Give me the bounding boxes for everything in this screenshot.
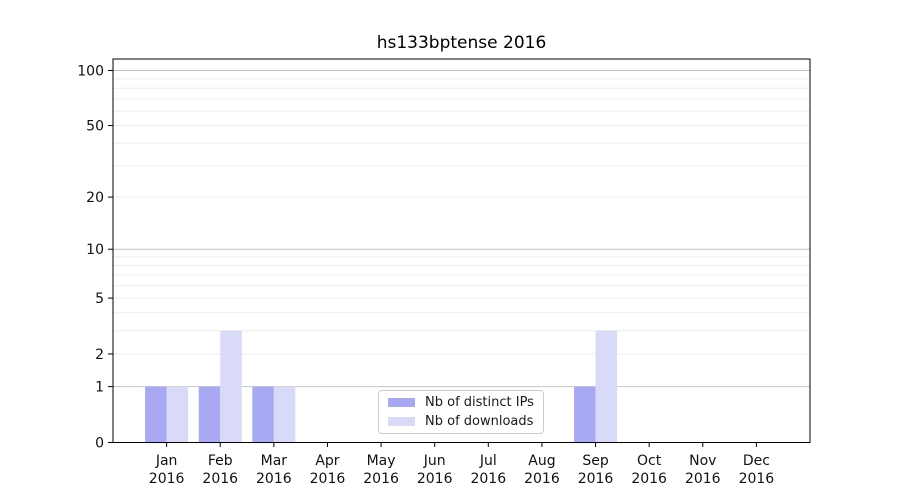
x-tick-label-month: Sep: [582, 453, 609, 469]
bar-distinct-ips-mar: [252, 386, 274, 443]
x-tick-label-year: 2016: [524, 471, 560, 487]
bar-distinct-ips-sep: [574, 386, 596, 443]
y-tick-label: 50: [86, 119, 104, 135]
x-tick-label-month: Dec: [743, 453, 770, 469]
x-tick-label-month: Apr: [315, 453, 339, 469]
x-tick-label-year: 2016: [417, 471, 453, 487]
bar-downloads-feb: [220, 330, 242, 443]
legend-swatch-distinct-ips-icon: [388, 398, 415, 407]
x-tick-label-year: 2016: [470, 471, 506, 487]
x-tick-label-year: 2016: [256, 471, 292, 487]
legend-entry-distinct-ips: Nb of distinct IPs: [388, 395, 534, 410]
y-tick-label: 2: [95, 347, 104, 363]
y-tick-label: 10: [86, 242, 104, 258]
x-tick-label-year: 2016: [202, 471, 238, 487]
x-tick-label-year: 2016: [310, 471, 346, 487]
legend-label-downloads: Nb of downloads: [425, 414, 534, 429]
bar-downloads-sep: [595, 330, 618, 443]
x-tick-label-year: 2016: [739, 471, 775, 487]
x-tick-label-year: 2016: [685, 471, 721, 487]
x-tick-label-month: Oct: [637, 453, 662, 469]
y-tick-label: 20: [86, 190, 104, 206]
bar-downloads-jan: [166, 386, 189, 443]
bar-distinct-ips-jan: [145, 386, 167, 443]
legend-swatch-downloads-icon: [388, 417, 415, 426]
x-tick-label-year: 2016: [578, 471, 614, 487]
x-tick-label-month: Jul: [479, 453, 497, 469]
x-tick-label-month: Jun: [423, 453, 446, 469]
bar-distinct-ips-feb: [198, 386, 221, 443]
bar-downloads-mar: [273, 386, 296, 443]
y-tick-label: 5: [95, 291, 104, 307]
x-tick-label-month: Aug: [528, 453, 555, 469]
x-tick-label-year: 2016: [149, 471, 185, 487]
x-tick-label-month: May: [367, 453, 396, 469]
x-tick-label-month: Feb: [208, 453, 233, 469]
plot-border: [112, 58, 811, 443]
x-tick-label-month: Jan: [155, 453, 178, 469]
y-tick-label: 100: [77, 64, 104, 80]
legend-entry-downloads: Nb of downloads: [388, 414, 534, 429]
y-tick-label: 0: [95, 436, 104, 452]
x-tick-label-month: Nov: [689, 453, 716, 469]
legend-label-distinct-ips: Nb of distinct IPs: [425, 395, 534, 410]
chart-title: hs133bptense 2016: [376, 33, 547, 53]
x-tick-label-year: 2016: [363, 471, 399, 487]
x-tick-label-year: 2016: [631, 471, 667, 487]
legend: Nb of distinct IPs Nb of downloads: [378, 390, 544, 434]
y-tick-label: 1: [95, 380, 104, 396]
x-tick-label-month: Mar: [261, 453, 288, 469]
